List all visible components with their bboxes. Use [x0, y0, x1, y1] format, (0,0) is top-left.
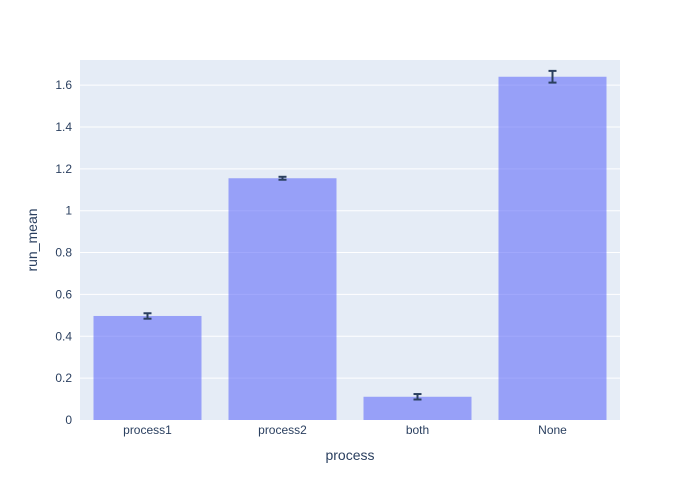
x-tick-label: both	[406, 423, 429, 437]
y-axis-title: run_mean	[24, 208, 40, 271]
bar-none	[498, 76, 607, 420]
bar-both	[363, 396, 472, 420]
x-axis-ticks: process1 process2 both None	[123, 423, 567, 437]
x-tick-label: process1	[123, 423, 172, 437]
error-bar	[548, 69, 557, 84]
y-tick-label: 1.2	[55, 162, 72, 176]
error-bar	[413, 393, 422, 401]
x-axis-title: process	[325, 447, 374, 463]
x-tick-label: process2	[258, 423, 307, 437]
y-tick-label: 1	[65, 204, 72, 218]
y-tick-label: 0.4	[55, 329, 72, 343]
y-axis-ticks: 0 0.2 0.4 0.6 0.8 1 1.2 1.4 1.6	[55, 78, 72, 427]
error-bars	[143, 69, 557, 401]
bar-process2	[228, 178, 337, 420]
y-tick-label: 0.8	[55, 246, 72, 260]
x-tick-label: None	[538, 423, 567, 437]
error-bar	[143, 312, 152, 320]
bars	[93, 76, 607, 420]
error-bar	[278, 175, 287, 181]
y-tick-label: 0.6	[55, 287, 72, 301]
y-tick-label: 0	[65, 413, 72, 427]
y-tick-label: 1.4	[55, 120, 72, 134]
y-tick-label: 1.6	[55, 78, 72, 92]
y-tick-label: 0.2	[55, 371, 72, 385]
bar-process1	[93, 315, 202, 420]
